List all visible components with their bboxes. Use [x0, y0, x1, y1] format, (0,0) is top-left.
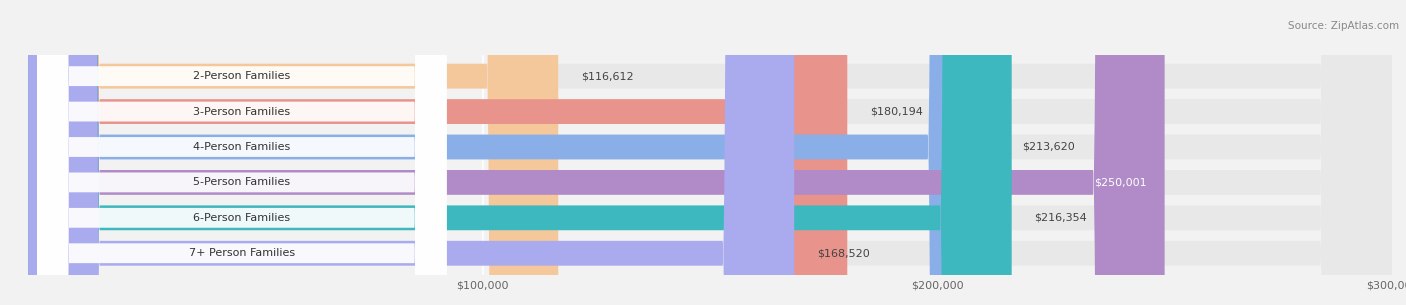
- FancyBboxPatch shape: [28, 0, 1000, 305]
- FancyBboxPatch shape: [28, 0, 848, 305]
- FancyBboxPatch shape: [28, 0, 1392, 305]
- FancyBboxPatch shape: [28, 0, 1392, 305]
- Text: Source: ZipAtlas.com: Source: ZipAtlas.com: [1288, 21, 1399, 31]
- FancyBboxPatch shape: [28, 0, 1012, 305]
- FancyBboxPatch shape: [28, 0, 558, 305]
- FancyBboxPatch shape: [28, 0, 1392, 305]
- FancyBboxPatch shape: [28, 0, 1392, 305]
- Text: $116,612: $116,612: [581, 71, 634, 81]
- Text: $213,620: $213,620: [1022, 142, 1074, 152]
- FancyBboxPatch shape: [28, 0, 1164, 305]
- FancyBboxPatch shape: [37, 0, 446, 305]
- Text: 3-Person Families: 3-Person Families: [193, 106, 291, 117]
- Text: 2-Person Families: 2-Person Families: [193, 71, 291, 81]
- FancyBboxPatch shape: [37, 0, 446, 305]
- Text: $180,194: $180,194: [870, 106, 922, 117]
- Text: $250,001: $250,001: [1094, 178, 1146, 187]
- FancyBboxPatch shape: [28, 0, 794, 305]
- FancyBboxPatch shape: [37, 0, 446, 305]
- FancyBboxPatch shape: [28, 0, 1392, 305]
- Text: $216,354: $216,354: [1035, 213, 1087, 223]
- Text: 6-Person Families: 6-Person Families: [193, 213, 291, 223]
- FancyBboxPatch shape: [37, 0, 446, 305]
- Text: 7+ Person Families: 7+ Person Families: [188, 248, 295, 258]
- FancyBboxPatch shape: [28, 0, 1392, 305]
- FancyBboxPatch shape: [37, 0, 446, 305]
- Text: 5-Person Families: 5-Person Families: [193, 178, 291, 187]
- Text: 4-Person Families: 4-Person Families: [193, 142, 291, 152]
- Text: $168,520: $168,520: [817, 248, 870, 258]
- FancyBboxPatch shape: [37, 0, 446, 305]
